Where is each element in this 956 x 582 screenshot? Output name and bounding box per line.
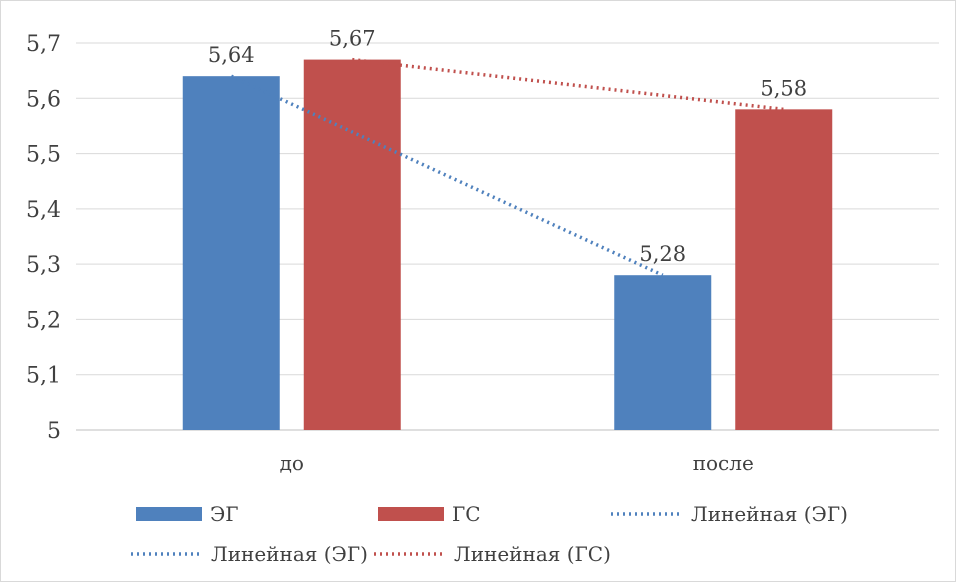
legend-label: Линейная (ГС)	[454, 542, 611, 566]
x-category-label: до	[280, 451, 304, 475]
bar-ЭГ-0	[182, 76, 280, 431]
data-label: 5,58	[760, 76, 807, 100]
y-tick-label: 5,7	[26, 32, 61, 57]
y-tick-label: 5,3	[26, 253, 61, 278]
data-label: 5,28	[639, 242, 686, 266]
y-tick-label: 5,4	[26, 198, 61, 223]
y-tick-label: 5,6	[26, 87, 61, 112]
trendline-0	[230, 74, 664, 277]
data-label: 5,67	[329, 27, 376, 51]
bar-ЭГ-1	[614, 275, 712, 430]
bar-ГС-1	[735, 109, 833, 430]
y-tick-label: 5,2	[26, 308, 61, 333]
legend-label: Линейная (ЭГ)	[691, 502, 848, 526]
legend-swatch	[378, 507, 444, 521]
x-category-label: после	[693, 451, 754, 475]
legend-swatch	[136, 507, 202, 521]
y-tick-label: 5	[47, 419, 61, 444]
legend-label: ГС	[452, 502, 481, 526]
data-label: 5,64	[208, 43, 255, 67]
trendline-1	[352, 57, 784, 112]
legend-label: ЭГ	[210, 502, 239, 526]
y-tick-label: 5,5	[26, 143, 61, 168]
bar-ГС-0	[303, 59, 401, 430]
legend-label: Линейная (ЭГ)	[211, 542, 368, 566]
y-tick-label: 5,1	[26, 364, 61, 389]
